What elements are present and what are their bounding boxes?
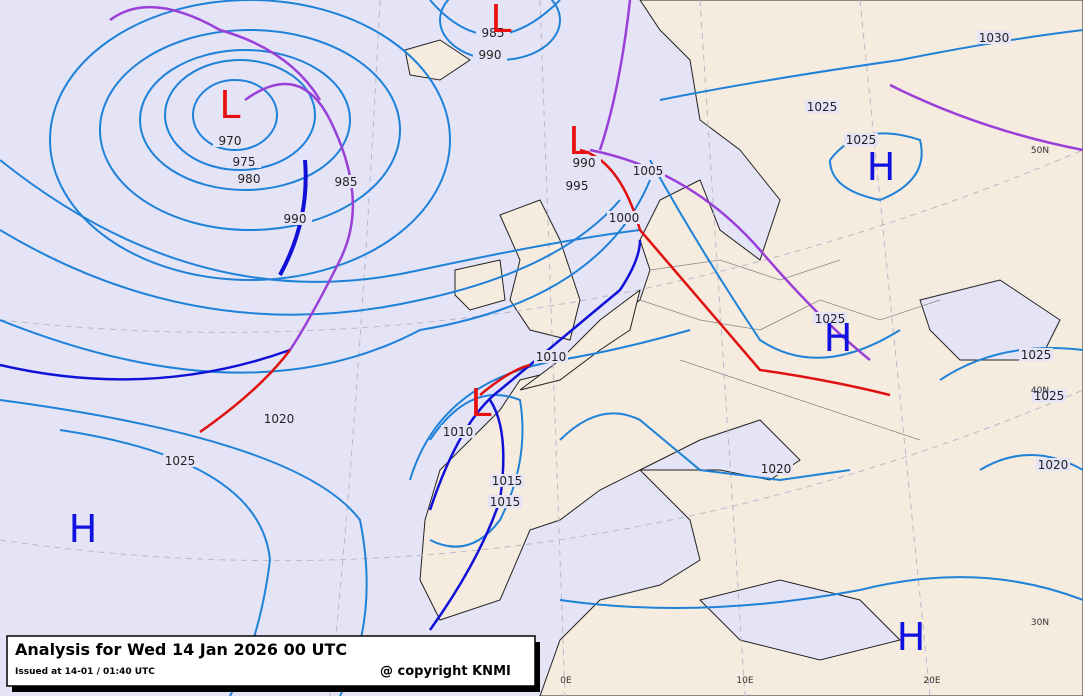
high-center: H — [69, 507, 98, 551]
isobar-label-bg — [813, 312, 847, 325]
isobar-label-bg — [844, 133, 878, 146]
graticule-label: 30N — [1031, 618, 1049, 628]
isobar-label: 1025 — [807, 100, 838, 114]
isobar-label-bg — [1032, 389, 1066, 402]
isobar-label: 985 — [335, 175, 358, 189]
low-center: L — [568, 119, 589, 163]
isobar-label-bg — [607, 211, 641, 224]
isobar-label-bg — [441, 425, 475, 438]
isobar-label: 985 — [482, 26, 505, 40]
graticule-label: 10E — [736, 676, 753, 686]
copyright: @ copyright KNMI — [380, 664, 511, 679]
isobar-label: 1020 — [761, 462, 792, 476]
isobar-label: 1025 — [1034, 389, 1065, 403]
isobar-label: 1015 — [492, 474, 523, 488]
borders — [639, 259, 941, 441]
land — [404, 0, 1083, 696]
isobar-label: 990 — [573, 156, 596, 170]
labels: 970 975 980 985 990 985 990 990 995 1000 1005 1010 1… — [69, 0, 1070, 686]
isobar-label: 1025 — [815, 312, 846, 326]
graticule-label: 50N — [1031, 146, 1049, 156]
high-center: H — [897, 615, 926, 659]
isobar-label-bg — [567, 156, 601, 169]
isobar-label: 1010 — [536, 350, 567, 364]
isobar-label: 980 — [238, 172, 261, 186]
isobar-label-bg — [534, 350, 568, 363]
graticule-label: 20E — [923, 676, 940, 686]
isobar-label-bg — [278, 212, 312, 225]
isobar-label-bg — [490, 474, 524, 487]
high-center: H — [824, 316, 853, 360]
isobar-label-bg — [805, 100, 839, 113]
high-center: H — [867, 145, 896, 189]
isobar-label-bg — [977, 31, 1011, 44]
isobar-label: 1015 — [490, 495, 521, 509]
isobar-label: 990 — [479, 48, 502, 62]
isobar-label-bg — [213, 134, 247, 147]
title-box — [6, 635, 536, 687]
low-center: L — [490, 0, 511, 41]
isobar-label-bg — [1036, 458, 1070, 471]
isobar-label: 1025 — [846, 133, 877, 147]
title: Analysis for Wed 14 Jan 2026 00 UTC — [15, 640, 347, 659]
isobar-label: 970 — [219, 134, 242, 148]
low-center: L — [470, 381, 491, 425]
graticule-label: 0E — [560, 676, 572, 686]
isobar-label: 1025 — [165, 454, 196, 468]
isobar-label: 1020 — [264, 412, 295, 426]
isobar-label-bg — [560, 179, 594, 192]
isobar-label: 1010 — [443, 425, 474, 439]
isobar-label: 975 — [233, 155, 256, 169]
isobar-label: 1000 — [609, 211, 640, 225]
isobar-label-bg — [473, 48, 507, 61]
isobar-label: 995 — [566, 179, 589, 193]
isobar-label-bg — [759, 462, 793, 475]
isobar-label-bg — [163, 454, 197, 467]
isobar-label-bg — [262, 412, 296, 425]
low-center: L — [219, 83, 240, 127]
isobar-label: 1030 — [979, 31, 1010, 45]
isobar-label: 1005 — [633, 164, 664, 178]
isobar-label-bg — [631, 164, 665, 177]
isobar-label: 1025 — [1021, 348, 1052, 362]
isobar-label: 1020 — [1038, 458, 1069, 472]
isobar-label-bg — [488, 495, 522, 508]
isobar-label-bg — [1019, 348, 1053, 361]
isobar-label-bg — [329, 175, 363, 188]
isobar-label: 990 — [284, 212, 307, 226]
isobar-label-bg — [476, 26, 510, 39]
isobar-label-bg — [232, 172, 266, 185]
issued: Issued at 14-01 / 01:40 UTC — [15, 667, 155, 677]
graticule-label: 40N — [1031, 386, 1049, 396]
isobar-label-bg — [227, 155, 261, 168]
